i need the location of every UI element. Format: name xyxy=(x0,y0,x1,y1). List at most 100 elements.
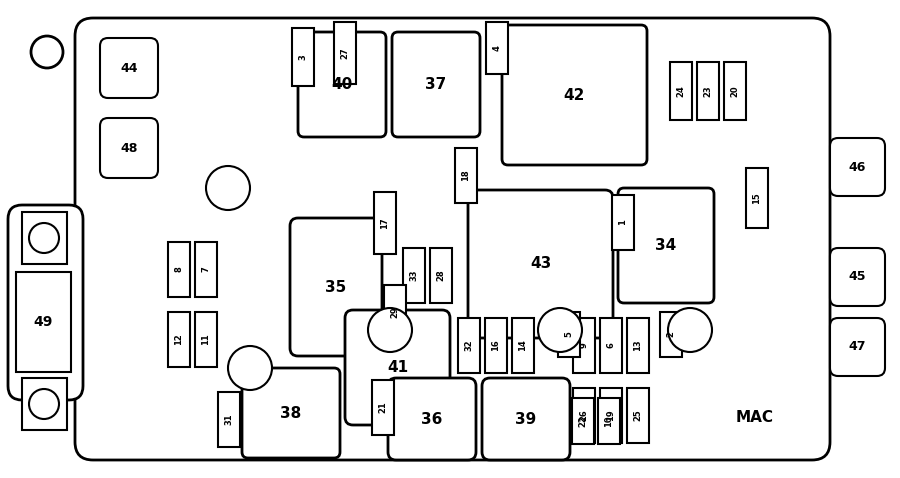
Bar xyxy=(573,388,595,443)
Bar xyxy=(670,62,692,120)
Text: 42: 42 xyxy=(563,87,585,102)
FancyBboxPatch shape xyxy=(392,32,480,137)
Bar xyxy=(572,398,594,444)
FancyBboxPatch shape xyxy=(468,190,613,338)
Bar xyxy=(334,22,356,84)
Text: 6: 6 xyxy=(607,343,616,348)
Text: 46: 46 xyxy=(849,161,866,174)
Text: 13: 13 xyxy=(634,340,643,351)
Bar xyxy=(372,380,394,435)
Circle shape xyxy=(368,308,412,352)
Bar xyxy=(627,318,649,373)
FancyBboxPatch shape xyxy=(618,188,714,303)
Bar xyxy=(485,318,507,373)
Bar xyxy=(22,212,67,264)
FancyBboxPatch shape xyxy=(8,205,83,400)
FancyBboxPatch shape xyxy=(290,218,382,356)
Text: 29: 29 xyxy=(391,307,400,318)
Bar xyxy=(627,388,649,443)
Bar xyxy=(374,192,396,254)
Bar xyxy=(430,248,452,303)
Text: 3: 3 xyxy=(299,54,308,60)
Bar xyxy=(16,272,71,372)
Text: 16: 16 xyxy=(491,340,500,351)
Bar xyxy=(455,148,477,203)
Text: 1: 1 xyxy=(618,219,627,226)
FancyBboxPatch shape xyxy=(388,378,476,460)
Text: 40: 40 xyxy=(331,77,353,92)
Circle shape xyxy=(538,308,582,352)
Bar xyxy=(600,388,622,443)
Text: 31: 31 xyxy=(224,413,233,425)
FancyBboxPatch shape xyxy=(482,378,570,460)
Bar xyxy=(195,242,217,297)
FancyBboxPatch shape xyxy=(242,368,340,458)
Text: 41: 41 xyxy=(387,360,408,375)
Text: 12: 12 xyxy=(175,334,184,346)
Bar xyxy=(512,318,534,373)
Text: 49: 49 xyxy=(33,315,53,329)
FancyBboxPatch shape xyxy=(830,138,885,196)
Circle shape xyxy=(29,223,59,253)
Text: 39: 39 xyxy=(516,412,536,426)
FancyBboxPatch shape xyxy=(345,310,450,425)
Text: 20: 20 xyxy=(731,85,740,97)
Text: 22: 22 xyxy=(579,415,588,427)
FancyBboxPatch shape xyxy=(830,318,885,376)
FancyBboxPatch shape xyxy=(502,25,647,165)
Text: 24: 24 xyxy=(677,85,686,97)
Bar xyxy=(746,168,768,228)
Text: 35: 35 xyxy=(326,280,346,294)
Text: 25: 25 xyxy=(634,410,643,422)
Text: 7: 7 xyxy=(202,267,211,272)
FancyBboxPatch shape xyxy=(100,118,158,178)
Bar xyxy=(218,392,240,447)
Bar xyxy=(600,318,622,373)
Text: 37: 37 xyxy=(426,77,446,92)
Text: 28: 28 xyxy=(436,270,446,282)
Text: 9: 9 xyxy=(580,343,589,348)
Bar xyxy=(612,195,634,250)
Bar xyxy=(292,28,314,86)
Text: 43: 43 xyxy=(530,257,551,272)
Text: MAC: MAC xyxy=(736,411,774,425)
Text: 18: 18 xyxy=(462,170,471,181)
Text: 48: 48 xyxy=(121,141,138,154)
FancyBboxPatch shape xyxy=(75,18,830,460)
Bar xyxy=(697,62,719,120)
Circle shape xyxy=(668,308,712,352)
Bar xyxy=(573,318,595,373)
Text: 5: 5 xyxy=(564,332,573,337)
Bar xyxy=(22,378,67,430)
FancyBboxPatch shape xyxy=(830,248,885,306)
Bar xyxy=(384,285,406,340)
Circle shape xyxy=(206,166,250,210)
Bar xyxy=(458,318,480,373)
FancyBboxPatch shape xyxy=(100,38,158,98)
Text: 27: 27 xyxy=(340,47,349,59)
Text: 23: 23 xyxy=(704,85,713,97)
Text: 33: 33 xyxy=(410,270,418,281)
Text: 2: 2 xyxy=(667,332,676,337)
Text: 34: 34 xyxy=(655,238,677,253)
Circle shape xyxy=(29,389,59,419)
Text: 8: 8 xyxy=(175,267,184,272)
Bar xyxy=(660,312,682,357)
Text: 11: 11 xyxy=(202,334,211,346)
Text: 10: 10 xyxy=(605,415,614,427)
Bar xyxy=(403,248,425,303)
Text: 44: 44 xyxy=(121,62,138,75)
Bar xyxy=(168,242,190,297)
Text: 17: 17 xyxy=(381,217,390,229)
Bar xyxy=(558,312,580,357)
Circle shape xyxy=(31,36,63,68)
Text: 21: 21 xyxy=(379,402,388,413)
Bar xyxy=(724,62,746,120)
Text: 38: 38 xyxy=(281,405,302,421)
FancyBboxPatch shape xyxy=(298,32,386,137)
Text: 47: 47 xyxy=(849,340,866,354)
Text: 15: 15 xyxy=(752,192,761,204)
Text: 26: 26 xyxy=(580,410,589,422)
Text: 32: 32 xyxy=(464,340,473,351)
Text: 4: 4 xyxy=(492,45,501,51)
